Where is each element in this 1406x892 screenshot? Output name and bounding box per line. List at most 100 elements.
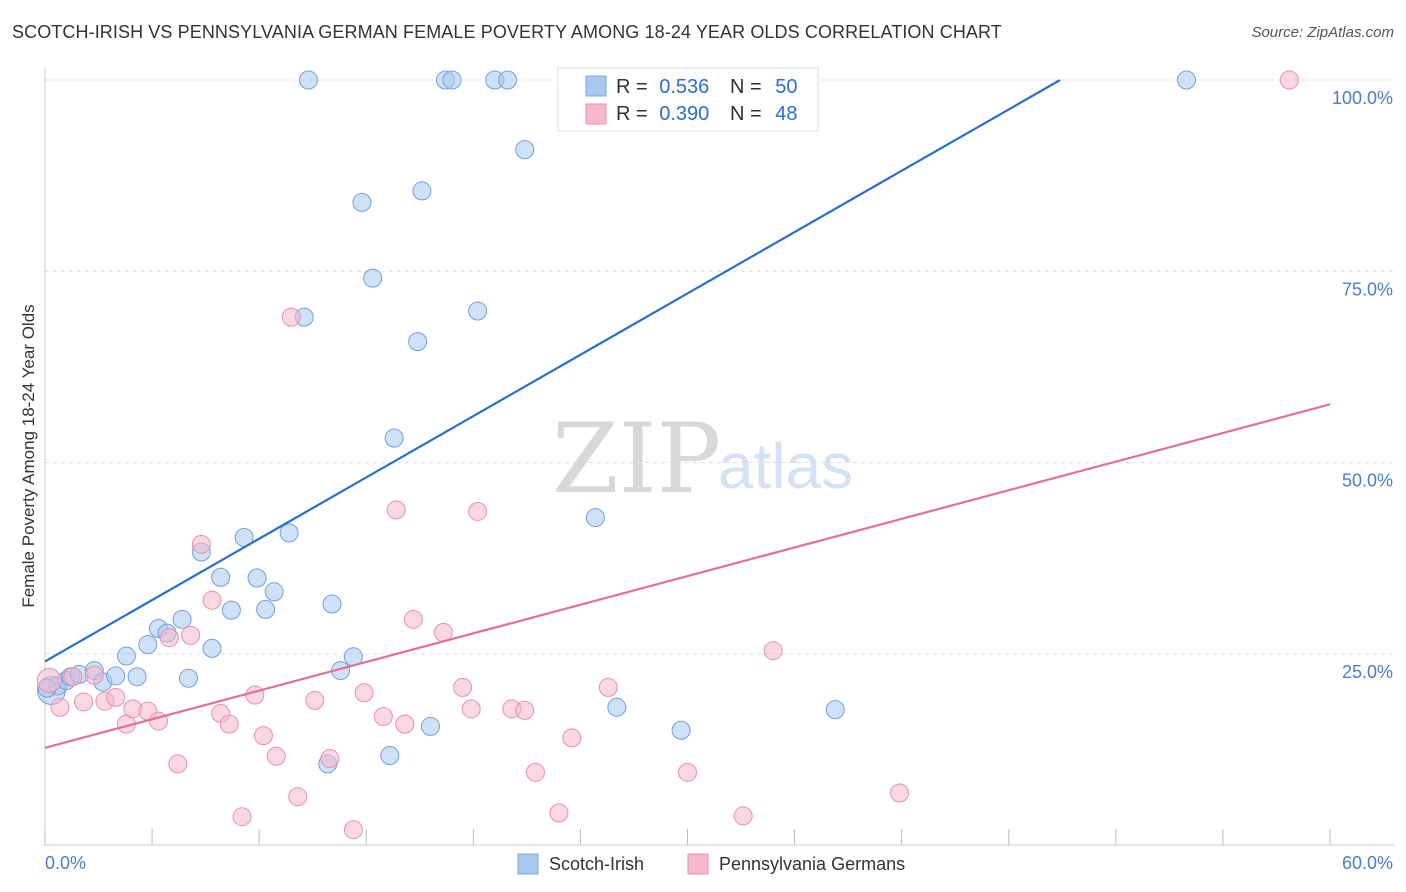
trend-lines (44, 79, 1331, 749)
pennsylvania-germans-point (74, 692, 94, 712)
legend-label-scotch-irish: Scotch-Irish (549, 854, 644, 874)
pennsylvania-germans-point (266, 746, 286, 766)
pennsylvania-germans-point (159, 628, 179, 648)
pennsylvania-germans-point (320, 749, 340, 769)
pennsylvania-germans-point (733, 806, 753, 826)
pennsylvania-germans-point (453, 677, 473, 697)
pennsylvania-germans-point (1279, 70, 1299, 90)
scotch-irish-point (202, 638, 222, 658)
series-legend: Scotch-Irish Pennsylvania Germans (517, 853, 905, 875)
scotch-irish-point (363, 268, 383, 288)
pennsylvania-germans-point (288, 787, 308, 807)
pennsylvania-germans-point (562, 728, 582, 748)
scotch-irish-point (1177, 70, 1197, 90)
x-tick-label: 60.0% (1342, 853, 1393, 873)
pennsylvania-germans-point (106, 687, 126, 707)
pennsylvania-germans-point (202, 590, 222, 610)
stats-n-value-2: 48 (775, 103, 797, 125)
scotch-irish-point (138, 635, 158, 655)
chart-source: Source: ZipAtlas.com (1251, 24, 1394, 41)
pennsylvania-germans-point (515, 700, 535, 720)
scotch-irish-point (221, 600, 241, 620)
pennsylvania-germans-point (305, 690, 325, 710)
pennsylvania-germans-point (84, 665, 104, 685)
pennsylvania-germans-point (525, 762, 545, 782)
pennsylvania-germans-point (245, 685, 265, 705)
stats-r-value-2: 0.390 (659, 103, 709, 125)
y-tick-label: 75.0% (1342, 279, 1393, 299)
pennsylvania-germans-point (354, 683, 374, 703)
pennsylvania-germans-point (253, 726, 273, 746)
scotch-irish-point (825, 700, 845, 720)
scotch-irish-point (607, 697, 627, 717)
stats-legend: R = 0.536 N = 50 R = 0.390 N = 48 (557, 67, 819, 132)
pennsylvania-germans-point (219, 714, 239, 734)
y-tick-label: 100.0% (1332, 88, 1393, 108)
scotch-irish-point (256, 599, 276, 619)
pennsylvania-germans-point (281, 307, 301, 327)
stats-r-label-2: R = (616, 103, 648, 125)
stats-n-label-1: N = (730, 76, 762, 98)
scotch-irish-point (116, 646, 136, 666)
svg-text:N = 48: N = 48 (730, 103, 798, 125)
scotch-irish-point (127, 667, 147, 687)
stats-swatch-pennsylvania-germans (585, 103, 607, 125)
scotch-irish-point (279, 523, 299, 543)
y-tick-label: 25.0% (1342, 662, 1393, 682)
scotch-irish-point (352, 192, 372, 212)
stats-swatch-scotch-irish (585, 75, 607, 97)
watermark-zip: ZIP (552, 403, 721, 515)
legend-swatch-scotch-irish (517, 853, 539, 875)
watermark-atlas: atlas (718, 430, 853, 502)
scotch-irish-point (247, 568, 267, 588)
pennsylvania-germans-point (598, 677, 618, 697)
pennsylvania-germans-point (168, 754, 188, 774)
scotch-irish-point (498, 70, 518, 90)
pennsylvania-germans-point (63, 667, 83, 687)
pennsylvania-germans-point (343, 820, 363, 840)
scotch-irish-point (585, 508, 605, 528)
scotch-irish-point (671, 720, 691, 740)
pennsylvania-germans-point (373, 706, 393, 726)
pennsylvania-germans-point (386, 500, 406, 520)
pennsylvania-germans-point (549, 803, 569, 823)
svg-text:N = 50: N = 50 (730, 76, 798, 98)
scotch-irish-point (172, 609, 192, 629)
x-tick-label: 0.0% (45, 853, 86, 873)
scotch-irish-point (322, 594, 342, 614)
y-axis-label: Female Poverty Among 18-24 Year Olds (19, 304, 38, 607)
y-tick-label: 50.0% (1342, 471, 1393, 491)
stats-n-value-1: 50 (775, 76, 797, 98)
svg-text:R = 0.536: R = 0.536 (616, 76, 709, 98)
pennsylvania-germans-point (50, 697, 70, 717)
pennsylvania-germans-point (763, 641, 783, 661)
pennsylvania-germans-trend-line (44, 403, 1331, 749)
scotch-irish-trend-line (44, 79, 1061, 663)
scotch-irish-point (380, 745, 400, 765)
pennsylvania-germans-point (232, 807, 252, 827)
legend-swatch-pennsylvania-germans (687, 853, 709, 875)
scotch-irish-point (442, 70, 462, 90)
pennsylvania-germans-point (395, 714, 415, 734)
stats-r-label-1: R = (616, 76, 648, 98)
pennsylvania-germans-point (403, 609, 423, 629)
pennsylvania-germans-point (678, 762, 697, 782)
scotch-irish-point (408, 332, 428, 352)
scotch-irish-point (412, 181, 432, 201)
legend-label-pennsylvania-germans: Pennsylvania Germans (719, 854, 905, 874)
scotch-irish-point (384, 428, 404, 448)
scotch-irish-point (421, 716, 440, 736)
axes: 25.0% 50.0% 75.0% 100.0% 0.0% 60.0% (44, 68, 1395, 873)
scotch-irish-point (106, 666, 126, 686)
pennsylvania-germans-point (181, 625, 201, 645)
svg-text:R = 0.390: R = 0.390 (616, 103, 709, 125)
chart-title: SCOTCH-IRISH VS PENNSYLVANIA GERMAN FEMA… (12, 22, 1002, 42)
pennsylvania-germans-point (36, 668, 62, 694)
scotch-irish-point (298, 70, 318, 90)
pennsylvania-germans-point (461, 699, 481, 719)
scotch-irish-point (468, 301, 488, 321)
scotch-irish-point (515, 140, 535, 160)
scotch-irish-point (211, 567, 231, 587)
pennsylvania-germans-point (468, 501, 488, 521)
